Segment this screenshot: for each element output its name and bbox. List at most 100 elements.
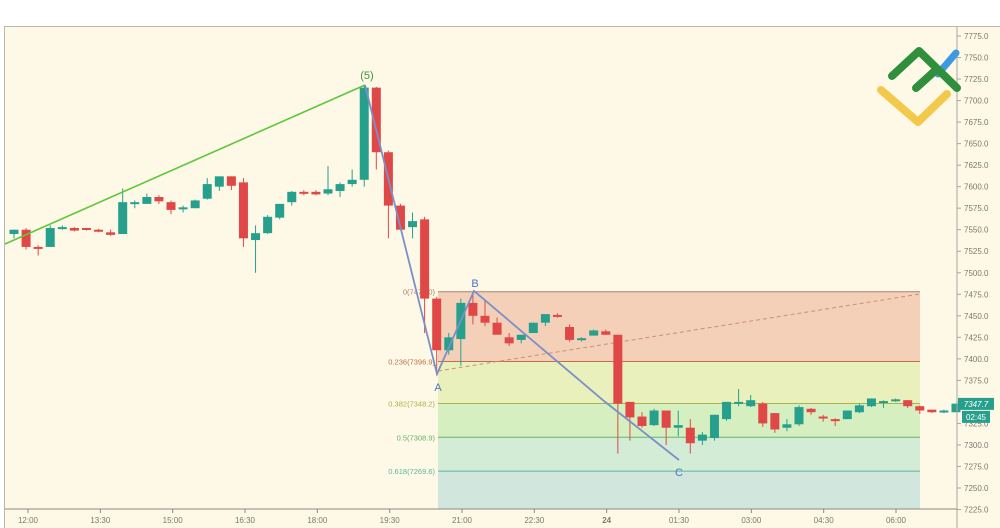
candle-body[interactable]	[275, 203, 285, 218]
candle-body[interactable]	[504, 337, 514, 344]
candle-body[interactable]	[891, 399, 901, 402]
candle-body[interactable]	[45, 227, 55, 247]
candle-body[interactable]	[625, 401, 635, 418]
price-tick-label: 7325.0	[964, 419, 989, 428]
candle-body[interactable]	[794, 407, 804, 425]
candle-body[interactable]	[190, 200, 200, 209]
wave-a-label: A	[434, 382, 442, 394]
candle-body[interactable]	[154, 196, 164, 202]
candle-body[interactable]	[854, 405, 864, 413]
candle-body[interactable]	[251, 233, 261, 241]
candle-body[interactable]	[758, 403, 768, 424]
time-tick-label: 04:30	[814, 516, 835, 525]
candle-body[interactable]	[565, 327, 575, 340]
candle-body[interactable]	[649, 410, 659, 426]
candle-body[interactable]	[33, 246, 43, 249]
candle-body[interactable]	[142, 196, 152, 204]
candle-body[interactable]	[516, 334, 526, 340]
candle-body[interactable]	[951, 403, 961, 413]
countdown-label: 02:45	[966, 413, 987, 422]
candle-body[interactable]	[238, 182, 248, 239]
last-price-label: 7347.7	[964, 400, 989, 409]
price-tick-label: 7575.0	[964, 204, 989, 213]
candle-body[interactable]	[118, 202, 128, 235]
candle-body[interactable]	[709, 414, 719, 439]
candle-body[interactable]	[830, 419, 840, 422]
candle-body[interactable]	[335, 184, 345, 191]
candle-body[interactable]	[601, 331, 611, 335]
candle-body[interactable]	[927, 409, 937, 413]
candle-body[interactable]	[226, 176, 236, 186]
candle-body[interactable]	[939, 410, 949, 413]
candle-body[interactable]	[263, 216, 273, 234]
candle-body[interactable]	[722, 401, 732, 420]
candle-body[interactable]	[432, 298, 442, 351]
countdown-badge	[962, 410, 990, 423]
fib-level-label: 0.382(7348.2)	[388, 399, 435, 408]
candle-body[interactable]	[818, 416, 828, 419]
candle-body[interactable]	[395, 205, 405, 230]
candle-body[interactable]	[770, 413, 780, 430]
candle-body[interactable]	[94, 229, 104, 232]
candle-body[interactable]	[178, 207, 188, 210]
candle-body[interactable]	[697, 434, 707, 441]
candle-body[interactable]	[480, 315, 490, 323]
candle-body[interactable]	[806, 408, 816, 413]
fib-zone	[438, 437, 920, 472]
fib-zone	[438, 403, 920, 438]
wave-b-label: B	[471, 278, 478, 290]
candle-body[interactable]	[528, 322, 538, 334]
candle-body[interactable]	[323, 189, 333, 194]
candle-body[interactable]	[202, 184, 212, 199]
candle-body[interactable]	[311, 191, 321, 195]
candle-body[interactable]	[347, 179, 357, 185]
candlestick-chart[interactable]: 0(7478.0) 0.236(7396.9) 0.382(7348.2) 0.5(7…	[5, 27, 1000, 528]
candle-body[interactable]	[21, 229, 31, 247]
candle-body[interactable]	[589, 330, 599, 336]
candle-body[interactable]	[371, 87, 381, 153]
time-tick-label: 24	[602, 516, 611, 525]
time-tick-label: 19:30	[380, 516, 401, 525]
wave-c-label: C	[675, 467, 683, 479]
candle-body[interactable]	[287, 191, 297, 203]
candle-body[interactable]	[661, 410, 671, 428]
price-tick-label: 7725.0	[964, 75, 989, 84]
brand-logo-icon	[877, 47, 961, 126]
candle-body[interactable]	[9, 229, 19, 235]
candle-body[interactable]	[166, 202, 176, 210]
candle-body[interactable]	[408, 221, 418, 228]
fib-zone	[438, 291, 920, 362]
candle-body[interactable]	[57, 227, 67, 230]
candle-body[interactable]	[444, 337, 454, 351]
candle-body[interactable]	[782, 424, 792, 428]
candle-body[interactable]	[106, 232, 116, 235]
price-tick-label: 7625.0	[964, 161, 989, 170]
candle-body[interactable]	[81, 227, 91, 230]
candle-body[interactable]	[359, 87, 369, 180]
candle-body[interactable]	[915, 406, 925, 411]
price-tick-label: 7475.0	[964, 290, 989, 299]
chart-frame: 0(7478.0) 0.236(7396.9) 0.382(7348.2) 0.5(7…	[4, 26, 1000, 528]
candle-body[interactable]	[69, 227, 79, 231]
candle-body[interactable]	[130, 202, 140, 205]
candle-body[interactable]	[577, 338, 587, 341]
candle-body[interactable]	[673, 425, 683, 428]
candle-body[interactable]	[903, 400, 913, 407]
time-tick-label: 21:00	[452, 516, 473, 525]
candle-body[interactable]	[552, 314, 562, 317]
candle-body[interactable]	[492, 322, 502, 335]
candle-body[interactable]	[685, 427, 695, 444]
candle-body[interactable]	[866, 398, 876, 407]
candle-body[interactable]	[842, 410, 852, 420]
candle-body[interactable]	[214, 176, 224, 187]
candle-body[interactable]	[299, 191, 309, 194]
candle-body[interactable]	[540, 314, 550, 323]
candle-body[interactable]	[613, 334, 623, 404]
candle-body[interactable]	[734, 401, 744, 404]
fib-zone	[438, 471, 920, 509]
candle-body[interactable]	[420, 219, 430, 299]
candle-body[interactable]	[468, 302, 478, 316]
candle-body[interactable]	[637, 416, 647, 427]
candle-body[interactable]	[879, 401, 889, 404]
candle-body[interactable]	[746, 400, 756, 407]
